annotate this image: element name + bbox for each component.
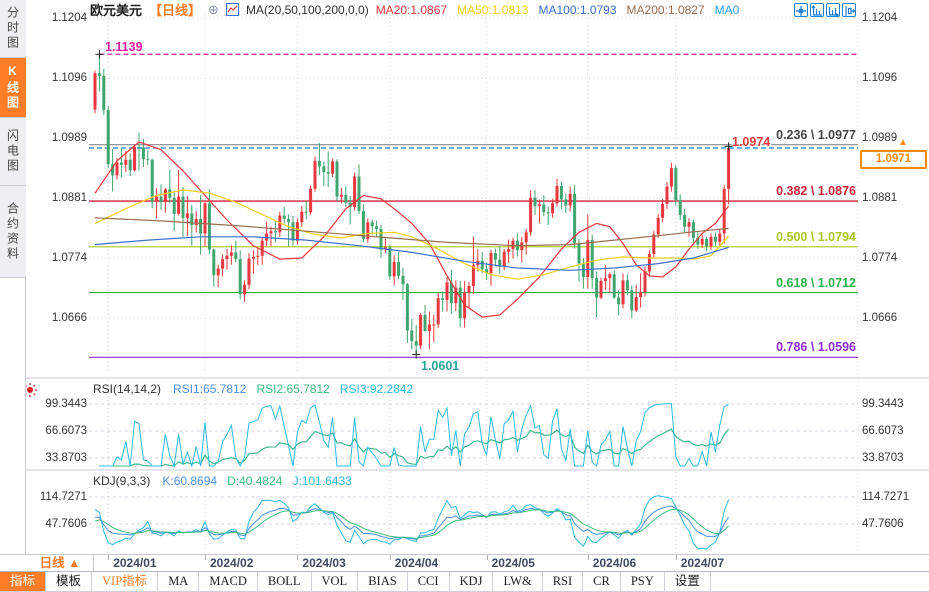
kdj-axis-label-right: 114.7271 [862, 491, 910, 503]
price-axis-label-left: 1.0989 [51, 131, 87, 144]
fib-level-label: 0.618 \ 1.0712 [776, 275, 856, 290]
price-axis-label-right: 1.0666 [862, 312, 898, 325]
rsi-value-label: RSI3:92.2842 [339, 382, 414, 396]
sidebar-tab-4[interactable]: 合约资料 [0, 186, 26, 278]
current-price-box: 1.0971 [860, 150, 927, 169]
chart-toolbar [794, 3, 856, 17]
fib-level-label: 0.382 \ 1.0876 [776, 184, 856, 199]
kdj-title: KDJ(9,3,3) [93, 474, 151, 488]
bottom-tab-MA[interactable]: MA [158, 572, 200, 592]
rsi-axis-label-left: 33.8703 [45, 451, 87, 464]
swing-high-label: 1.1139 [105, 40, 143, 54]
ma-value-label: MA100:1.0793 [538, 2, 617, 17]
pan-right-icon[interactable] [842, 3, 856, 17]
month-label: 2024/04 [394, 556, 439, 570]
kdj-axis-label-right: 47.7606 [862, 518, 904, 530]
month-tick [108, 555, 110, 560]
rsi-value-label: RSI1:65.7812 [173, 382, 247, 396]
rsi-panel-header: RSI(14,14,2) RSI1:65.7812 RSI2:65.7812 RSI… [93, 382, 423, 396]
month-label: 2024/05 [491, 556, 535, 570]
ma-values: MA20:1.0867 MA50:1.0813 MA100:1.0793 MA200:… [376, 3, 750, 17]
last-high-label: 1.0974 [732, 135, 771, 149]
bottom-tab-VOL[interactable]: VOL [311, 572, 359, 592]
month-label: 2024/07 [680, 556, 725, 570]
scroll-up-arrow-icon[interactable]: ▲ [898, 137, 908, 148]
ma-value-label: MA200:1.0827 [626, 2, 705, 17]
month-label: 2024/06 [592, 556, 637, 570]
kdj-panel-header: KDJ(9,3,3) K:60.8694 D:40.4824 J:101.6433 [93, 474, 362, 488]
rsi-axis-label-left: 99.3443 [45, 398, 87, 410]
fib-level-label: 0.786 \ 1.0596 [776, 340, 856, 355]
bottom-tab-MACD[interactable]: MACD [199, 572, 258, 592]
bottom-tab-PSY[interactable]: PSY [620, 572, 665, 592]
kdj-value-label: D:40.4824 [227, 474, 283, 488]
month-label: 2024/02 [210, 556, 254, 570]
kdj-axis-label-left: 114.7271 [39, 491, 87, 503]
bottom-tab-设置[interactable]: 设置 [664, 572, 711, 592]
month-tick [205, 555, 206, 560]
sidebar-tab-1[interactable]: 分时图 [0, 0, 26, 58]
ma-value-label: MA50:1.0813 [457, 2, 529, 17]
month-tick [486, 555, 488, 560]
period-selector[interactable]: 日线 ▲ [27, 555, 94, 571]
date-axis-row [0, 554, 929, 572]
month-tick [297, 555, 299, 560]
left-tab-bar: 分时图 K线图 闪电图 合约资料 [0, 0, 26, 572]
rsi-axis-label-right: 33.8703 [862, 451, 904, 464]
rsi-value-label: RSI2:65.7812 [256, 382, 330, 396]
rsi-title: RSI(14,14,2) [93, 382, 162, 396]
bottom-tab-BOLL[interactable]: BOLL [257, 572, 312, 592]
kdj-value-label: K:60.8694 [162, 474, 218, 488]
x-axis-zoom-icon[interactable] [826, 3, 840, 17]
bottom-tab-模板[interactable]: 模板 [46, 572, 93, 592]
crosshair-icon[interactable] [794, 3, 808, 17]
bottom-tab-CCI[interactable]: CCI [407, 572, 450, 592]
sidebar-tab-3[interactable]: 闪电图 [0, 118, 26, 186]
ma-value-label: MA20:1.0867 [375, 2, 448, 17]
period-tag: 【日线】 [149, 3, 202, 18]
month-tick [587, 555, 589, 560]
kdj-value-label: J:101.6433 [292, 474, 352, 488]
bottom-tab-KDJ[interactable]: KDJ [449, 572, 494, 592]
rsi-axis-label-right: 66.6073 [862, 424, 904, 437]
ma-value-label: MA0 [714, 2, 740, 17]
price-axis-label-left: 1.0881 [51, 192, 87, 205]
bottom-tab-CR[interactable]: CR [583, 572, 621, 592]
month-label: 2024/03 [302, 556, 346, 570]
chart-header: 欧元美元 【日线】 ⊕ MA(20,50,100,200,0,0) MA20:1… [90, 1, 750, 19]
price-axis-label-right: 1.0989 [862, 131, 898, 144]
symbol-title: 欧元美元 [90, 3, 143, 18]
price-axis-label-right: 1.0774 [862, 251, 898, 264]
ma-settings-label: MA(20,50,100,200,0,0) [245, 2, 369, 17]
rsi-axis-label-left: 66.6073 [45, 424, 87, 437]
indicator-chart-icon[interactable] [225, 3, 239, 16]
y-axis-zoom-icon[interactable] [810, 3, 824, 17]
price-axis-label-right: 1.1204 [862, 12, 898, 24]
price-axis-label-left: 1.1096 [51, 72, 87, 85]
rsi-axis-label-right: 99.3443 [862, 398, 904, 410]
sidebar-tab-2[interactable]: K线图 [0, 58, 26, 118]
month-tick [675, 555, 677, 560]
price-axis-label-right: 1.0881 [862, 192, 898, 205]
price-axis-label-left: 1.0774 [51, 251, 87, 264]
fib-level-label: 0.236 \ 1.0977 [776, 127, 856, 142]
kdj-axis-label-left: 47.7606 [45, 518, 87, 530]
bottom-tab-RSI[interactable]: RSI [542, 572, 584, 592]
month-tick [389, 555, 391, 560]
price-axis-label-left: 1.1204 [51, 12, 87, 24]
bottom-tab-指标[interactable]: 指标 [0, 572, 47, 592]
price-axis-label-right: 1.1096 [862, 72, 898, 85]
bottom-tab-LW&[interactable]: LW& [493, 572, 543, 592]
expand-icon[interactable]: ⊕ [208, 1, 219, 17]
bottom-tab-BIAS[interactable]: BIAS [358, 572, 408, 592]
price-axis-label-left: 1.0666 [51, 312, 87, 325]
indicator-tab-bar: 指标 模板 VIP指标 MA MACD BOLL VOL BIAS CCI KDJ LW& RSI CR… [0, 572, 929, 592]
swing-low-label: 1.0601 [421, 359, 460, 373]
bottom-tab-VIP指标[interactable]: VIP指标 [92, 572, 159, 592]
fib-level-label: 0.500 \ 1.0794 [776, 229, 856, 244]
tab-bar-filler [710, 572, 929, 592]
month-label: 2024/01 [113, 556, 157, 570]
